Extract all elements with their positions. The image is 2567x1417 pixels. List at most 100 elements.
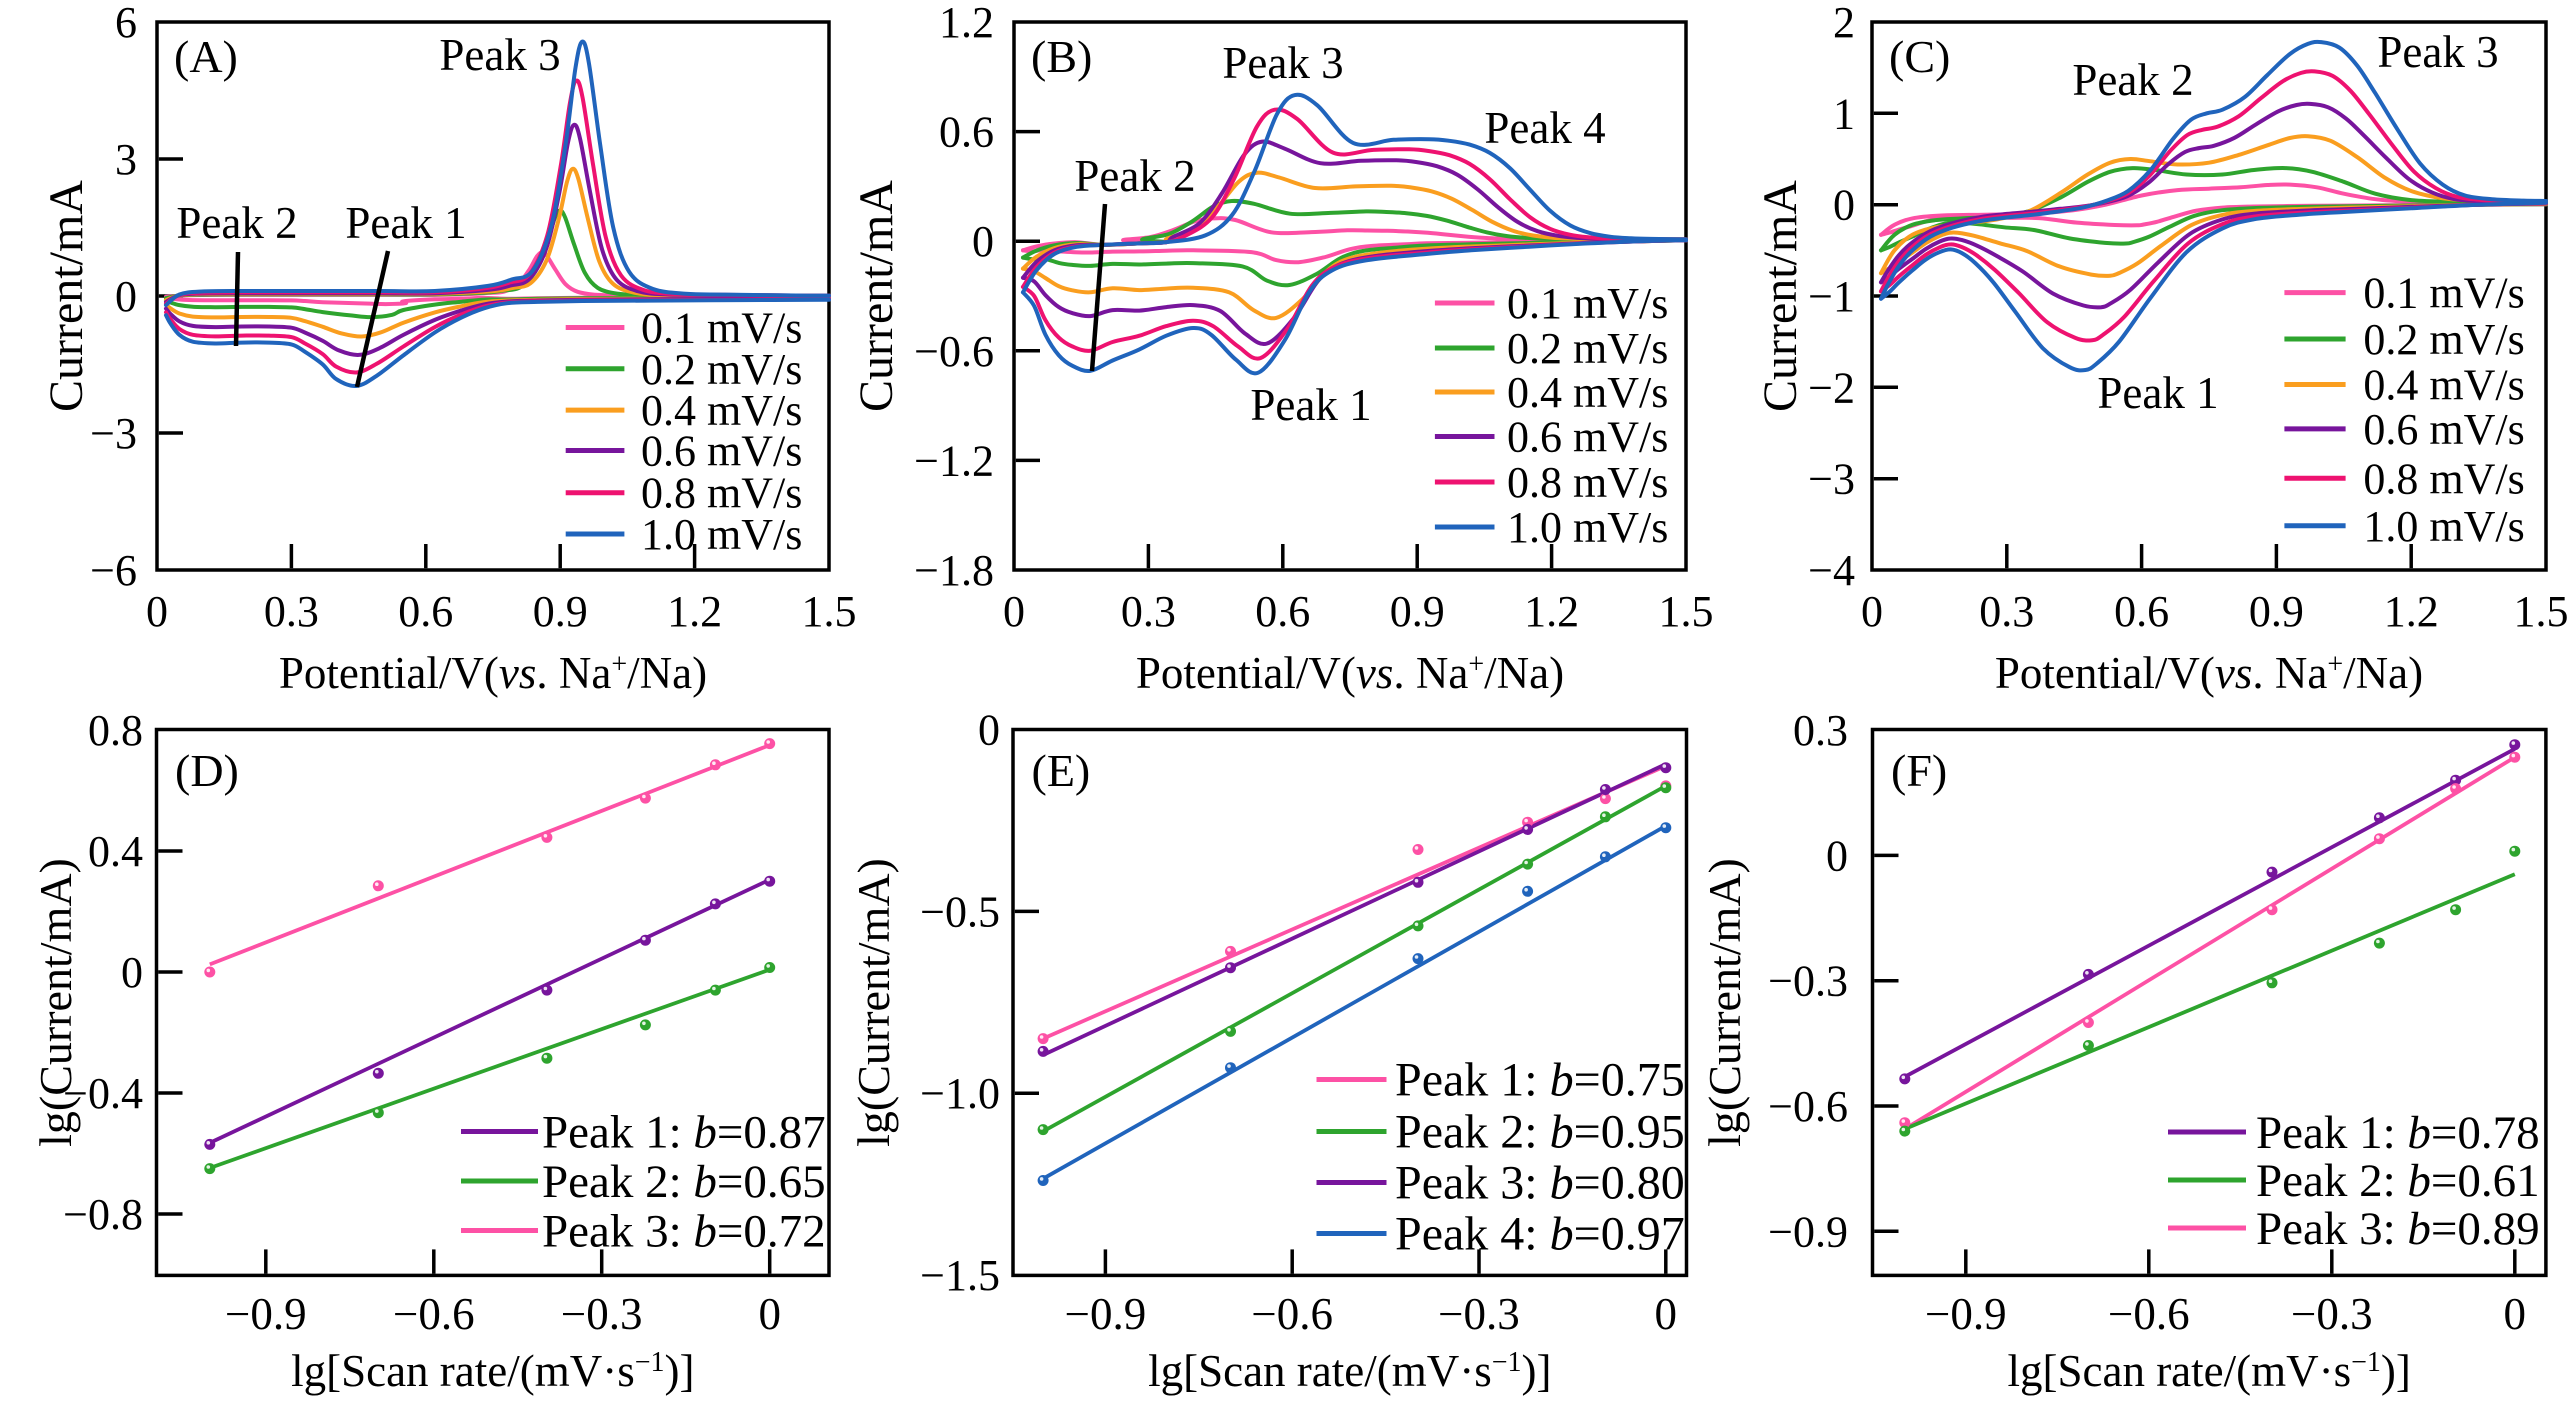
svg-text:0.3: 0.3 bbox=[264, 587, 319, 636]
svg-text:−0.9: −0.9 bbox=[1925, 1289, 2007, 1339]
svg-text:0.3: 0.3 bbox=[1793, 706, 1848, 755]
svg-text:0.9: 0.9 bbox=[1390, 587, 1445, 636]
svg-text:0.3: 0.3 bbox=[1121, 587, 1176, 636]
svg-text:Peak 4: Peak 4 bbox=[1484, 103, 1605, 153]
svg-text:−1.8: −1.8 bbox=[914, 546, 994, 595]
svg-text:(C): (C) bbox=[1889, 31, 1950, 82]
svg-text:0.9: 0.9 bbox=[533, 587, 588, 636]
svg-text:−3: −3 bbox=[1808, 455, 1855, 504]
svg-text:−3: −3 bbox=[90, 409, 137, 458]
svg-text:−1: −1 bbox=[1808, 272, 1855, 321]
svg-text:0: 0 bbox=[121, 948, 143, 997]
svg-text:0.1 mV/s: 0.1 mV/s bbox=[641, 304, 802, 353]
svg-text:Peak 3: Peak 3 bbox=[1222, 38, 1343, 88]
svg-text:Peak 4: b=0.97: Peak 4: b=0.97 bbox=[1395, 1208, 1685, 1261]
svg-text:Peak 2: Peak 2 bbox=[2072, 55, 2193, 105]
svg-text:1.0 mV/s: 1.0 mV/s bbox=[1507, 503, 1668, 552]
svg-text:−0.3: −0.3 bbox=[561, 1289, 643, 1339]
svg-text:0: 0 bbox=[1861, 587, 1883, 636]
svg-text:6: 6 bbox=[115, 0, 137, 47]
svg-text:lg[Scan rate/(mV·s−1)]: lg[Scan rate/(mV·s−1)] bbox=[291, 1346, 694, 1396]
svg-text:0: 0 bbox=[1003, 587, 1025, 636]
svg-text:−1.0: −1.0 bbox=[920, 1069, 1000, 1118]
svg-text:1.0 mV/s: 1.0 mV/s bbox=[2363, 502, 2524, 551]
svg-text:1.2: 1.2 bbox=[1524, 587, 1579, 636]
svg-text:0.6 mV/s: 0.6 mV/s bbox=[1507, 413, 1668, 462]
svg-text:0.6: 0.6 bbox=[398, 587, 453, 636]
svg-text:0.1 mV/s: 0.1 mV/s bbox=[2363, 269, 2524, 318]
svg-text:0.8 mV/s: 0.8 mV/s bbox=[2363, 454, 2524, 503]
svg-text:0.8 mV/s: 0.8 mV/s bbox=[641, 469, 802, 518]
svg-text:Peak 3: Peak 3 bbox=[2377, 27, 2498, 77]
svg-text:0: 0 bbox=[1826, 831, 1848, 880]
svg-text:0.8: 0.8 bbox=[88, 706, 143, 755]
svg-text:0.8 mV/s: 0.8 mV/s bbox=[1507, 458, 1668, 507]
svg-text:0.3: 0.3 bbox=[1979, 587, 2034, 636]
svg-text:(A): (A) bbox=[174, 31, 238, 82]
svg-text:0.6 mV/s: 0.6 mV/s bbox=[641, 427, 802, 476]
svg-text:0: 0 bbox=[972, 217, 994, 266]
svg-text:−0.3: −0.3 bbox=[1768, 957, 1848, 1006]
svg-text:Peak 2: Peak 2 bbox=[176, 198, 297, 248]
svg-text:1.5: 1.5 bbox=[2514, 587, 2567, 636]
svg-text:lg[Scan rate/(mV·s−1)]: lg[Scan rate/(mV·s−1)] bbox=[2007, 1346, 2410, 1396]
svg-text:0: 0 bbox=[2504, 1289, 2527, 1339]
svg-text:−0.9: −0.9 bbox=[1065, 1289, 1147, 1339]
svg-text:0.1 mV/s: 0.1 mV/s bbox=[1507, 279, 1668, 328]
svg-text:1.0 mV/s: 1.0 mV/s bbox=[641, 510, 802, 559]
svg-text:Current/mA: Current/mA bbox=[1754, 180, 1807, 412]
svg-text:1.2: 1.2 bbox=[667, 587, 722, 636]
svg-text:−2: −2 bbox=[1808, 363, 1855, 412]
svg-text:0: 0 bbox=[1833, 181, 1855, 230]
svg-text:1.2: 1.2 bbox=[2384, 587, 2439, 636]
svg-text:0.2 mV/s: 0.2 mV/s bbox=[2363, 315, 2524, 364]
svg-text:(D): (D) bbox=[175, 745, 239, 796]
svg-text:lg[Scan rate/(mV·s−1)]: lg[Scan rate/(mV·s−1)] bbox=[1148, 1346, 1551, 1396]
svg-text:−0.6: −0.6 bbox=[1768, 1082, 1848, 1131]
svg-text:−6: −6 bbox=[90, 546, 137, 595]
svg-text:0.6: 0.6 bbox=[1255, 587, 1310, 636]
svg-text:1.2: 1.2 bbox=[939, 0, 994, 47]
svg-text:Peak 2: b=0.65: Peak 2: b=0.65 bbox=[542, 1156, 826, 1208]
svg-text:Peak 1: Peak 1 bbox=[1250, 380, 1371, 430]
svg-text:−0.9: −0.9 bbox=[1768, 1207, 1848, 1256]
svg-text:0: 0 bbox=[1655, 1289, 1678, 1339]
svg-text:Current/mA: Current/mA bbox=[850, 180, 903, 412]
svg-text:−0.6: −0.6 bbox=[2108, 1289, 2190, 1339]
svg-text:Peak 3: b=0.72: Peak 3: b=0.72 bbox=[542, 1206, 826, 1258]
svg-text:0.9: 0.9 bbox=[2249, 587, 2304, 636]
svg-text:−1.2: −1.2 bbox=[914, 436, 994, 485]
svg-text:−0.6: −0.6 bbox=[1251, 1289, 1333, 1339]
svg-text:Peak 1: b=0.78: Peak 1: b=0.78 bbox=[2256, 1107, 2540, 1159]
svg-text:(B): (B) bbox=[1031, 31, 1092, 82]
svg-text:Peak 3: b=0.80: Peak 3: b=0.80 bbox=[1395, 1157, 1685, 1210]
svg-text:Current/mA: Current/mA bbox=[40, 180, 93, 412]
svg-text:−0.9: −0.9 bbox=[225, 1289, 307, 1339]
svg-text:Peak 1: b=0.75: Peak 1: b=0.75 bbox=[1395, 1054, 1685, 1107]
svg-text:lg(Current/mA): lg(Current/mA) bbox=[1699, 858, 1750, 1147]
svg-text:0.6: 0.6 bbox=[939, 108, 994, 157]
svg-text:(E): (E) bbox=[1032, 745, 1091, 796]
svg-text:lg(Current/mA): lg(Current/mA) bbox=[848, 858, 899, 1147]
svg-text:−0.6: −0.6 bbox=[914, 327, 994, 376]
svg-text:−0.6: −0.6 bbox=[393, 1289, 475, 1339]
svg-text:Peak 1: b=0.87: Peak 1: b=0.87 bbox=[542, 1107, 826, 1159]
svg-text:0.2 mV/s: 0.2 mV/s bbox=[1507, 324, 1668, 373]
svg-text:−4: −4 bbox=[1808, 546, 1855, 595]
svg-text:3: 3 bbox=[115, 135, 137, 184]
svg-text:Peak 1: Peak 1 bbox=[345, 198, 466, 248]
svg-text:0.4 mV/s: 0.4 mV/s bbox=[641, 386, 802, 435]
svg-text:0.2 mV/s: 0.2 mV/s bbox=[641, 345, 802, 394]
svg-text:Potential/V(vs. Na+/Na): Potential/V(vs. Na+/Na) bbox=[1995, 648, 2423, 698]
svg-text:Potential/V(vs. Na+/Na): Potential/V(vs. Na+/Na) bbox=[279, 648, 707, 698]
svg-text:0.4: 0.4 bbox=[88, 827, 143, 876]
svg-text:0.4 mV/s: 0.4 mV/s bbox=[2363, 361, 2524, 410]
svg-text:0: 0 bbox=[146, 587, 168, 636]
svg-text:0.6 mV/s: 0.6 mV/s bbox=[2363, 405, 2524, 454]
svg-text:Peak 1: Peak 1 bbox=[2097, 368, 2218, 418]
svg-text:−0.5: −0.5 bbox=[920, 887, 1000, 936]
svg-text:(F): (F) bbox=[1891, 745, 1947, 796]
svg-text:Peak 3: Peak 3 bbox=[439, 30, 560, 80]
svg-text:0: 0 bbox=[758, 1289, 781, 1339]
svg-text:Potential/V(vs. Na+/Na): Potential/V(vs. Na+/Na) bbox=[1136, 648, 1564, 698]
